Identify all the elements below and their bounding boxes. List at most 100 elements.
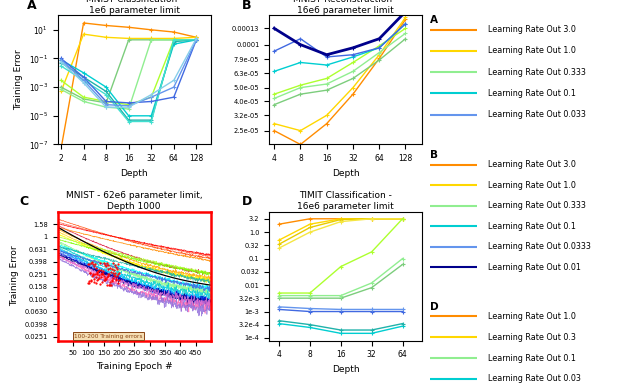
Text: A: A <box>430 15 438 25</box>
Point <box>97 279 108 286</box>
Point <box>87 259 97 265</box>
Text: Learning Rate Out 3.0: Learning Rate Out 3.0 <box>488 160 575 169</box>
Point <box>112 273 122 279</box>
Text: D: D <box>241 195 252 208</box>
Point <box>108 275 118 281</box>
Point <box>104 282 115 288</box>
Point <box>98 267 108 274</box>
Point <box>93 274 104 281</box>
Point <box>90 261 100 267</box>
Point <box>100 263 111 269</box>
Point <box>109 272 119 278</box>
Point <box>111 276 121 283</box>
Text: D: D <box>430 302 438 312</box>
Point <box>111 264 121 270</box>
Point <box>90 274 100 281</box>
Point <box>94 272 104 278</box>
Point <box>106 269 116 275</box>
Point <box>90 271 100 277</box>
Point <box>93 268 104 274</box>
Point <box>109 267 119 273</box>
Point <box>84 278 95 284</box>
Point <box>104 271 114 277</box>
Point <box>102 274 112 280</box>
Point <box>106 282 116 288</box>
Point <box>113 261 123 267</box>
Point <box>106 277 116 283</box>
Point <box>110 273 120 279</box>
Point <box>96 271 106 277</box>
Text: Learning Rate Out 0.1: Learning Rate Out 0.1 <box>488 89 575 98</box>
X-axis label: Depth: Depth <box>332 365 360 374</box>
Point <box>86 260 96 266</box>
Point <box>100 274 111 281</box>
Point <box>108 260 118 266</box>
Point <box>83 280 93 286</box>
Y-axis label: Training Error: Training Error <box>10 246 19 307</box>
Point <box>105 264 115 271</box>
Point <box>87 273 97 279</box>
Text: Learning Rate Out 0.333: Learning Rate Out 0.333 <box>488 68 586 77</box>
Point <box>98 271 108 277</box>
Point <box>100 277 110 283</box>
Point <box>111 276 122 282</box>
Point <box>113 270 124 276</box>
Point <box>111 265 122 272</box>
Point <box>88 271 99 277</box>
Point <box>107 266 117 272</box>
Title: TIMIT Classification -
16e6 parameter limit: TIMIT Classification - 16e6 parameter li… <box>298 192 394 211</box>
Point <box>102 265 113 272</box>
X-axis label: Depth: Depth <box>120 169 148 178</box>
Y-axis label: Training Error: Training Error <box>14 50 23 110</box>
Point <box>83 261 93 267</box>
Point <box>84 260 94 267</box>
Point <box>104 271 115 277</box>
Text: Learning Rate Out 0.1: Learning Rate Out 0.1 <box>488 354 575 363</box>
Point <box>88 261 98 267</box>
Point <box>99 273 109 279</box>
Text: Learning Rate Out 3.0: Learning Rate Out 3.0 <box>488 25 575 34</box>
Point <box>97 270 107 276</box>
Text: Learning Rate Out 0.3: Learning Rate Out 0.3 <box>488 333 575 342</box>
Title: MNIST Classification -
1e6 parameter limit: MNIST Classification - 1e6 parameter lim… <box>86 0 183 15</box>
Text: Learning Rate Out 1.0: Learning Rate Out 1.0 <box>488 46 575 55</box>
Point <box>89 279 99 285</box>
Point <box>97 271 107 277</box>
Point <box>102 282 113 288</box>
Point <box>110 262 120 268</box>
Text: B: B <box>430 150 438 160</box>
Text: C: C <box>19 195 28 208</box>
Point <box>89 262 99 269</box>
Point <box>95 281 105 288</box>
Text: Learning Rate Out 0.03: Learning Rate Out 0.03 <box>488 375 580 384</box>
Point <box>99 277 109 283</box>
Title: MNIST Reconstruction -
16e6 parameter limit: MNIST Reconstruction - 16e6 parameter li… <box>293 0 398 15</box>
Point <box>99 260 109 266</box>
Text: Learning Rate Out 0.01: Learning Rate Out 0.01 <box>488 262 580 272</box>
Text: Learning Rate Out 0.033: Learning Rate Out 0.033 <box>488 110 586 119</box>
Point <box>109 270 120 276</box>
Point <box>92 277 102 283</box>
Point <box>113 280 124 286</box>
Point <box>86 278 97 284</box>
Point <box>103 272 113 279</box>
Title: MNIST - 62e6 parameter limit,
Depth 1000: MNIST - 62e6 parameter limit, Depth 1000 <box>66 192 202 211</box>
Point <box>90 265 100 271</box>
Point <box>113 271 123 277</box>
Point <box>114 277 124 283</box>
Point <box>94 267 104 273</box>
Point <box>107 277 117 284</box>
Text: A: A <box>27 0 36 12</box>
Point <box>89 276 99 283</box>
Point <box>105 279 115 285</box>
Text: Learning Rate Out 0.1: Learning Rate Out 0.1 <box>488 222 575 231</box>
Point <box>100 262 110 269</box>
Point <box>86 276 96 283</box>
Text: B: B <box>241 0 251 12</box>
X-axis label: Training Epoch #: Training Epoch # <box>96 362 173 371</box>
Point <box>104 262 114 269</box>
Text: Learning Rate Out 0.0333: Learning Rate Out 0.0333 <box>488 242 591 251</box>
Point <box>85 269 95 276</box>
Point <box>92 271 102 277</box>
Text: Learning Rate Out 1.0: Learning Rate Out 1.0 <box>488 312 575 321</box>
